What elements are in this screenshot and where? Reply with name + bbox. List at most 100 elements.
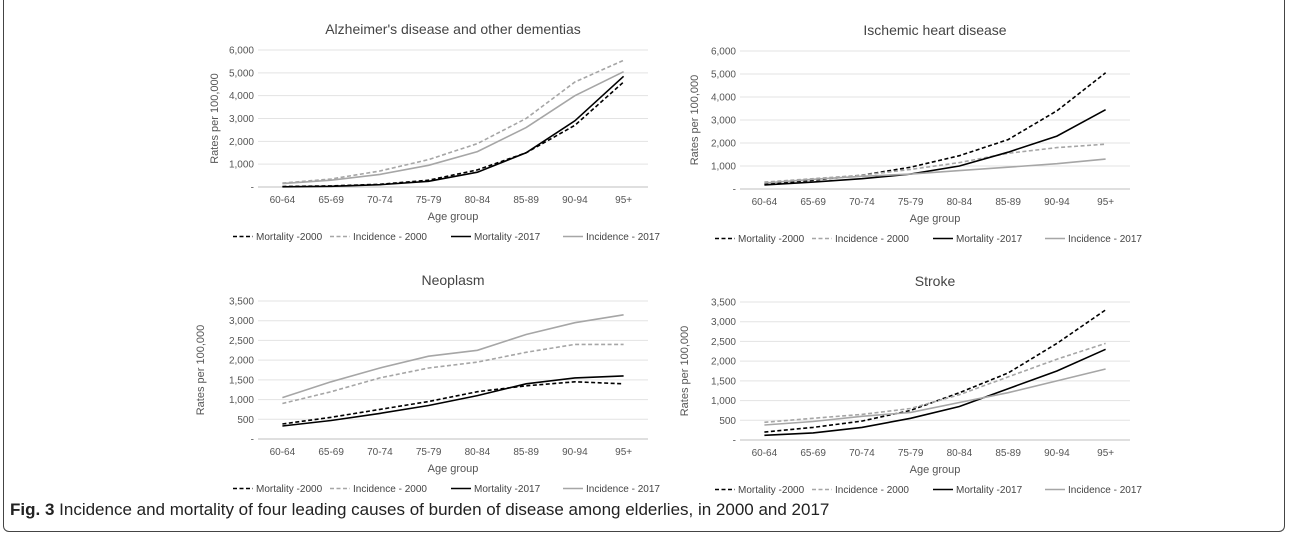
series-line-0 [282,380,624,425]
chart-panel-3: Stroke - 500 1,000 1,500 2,000 2,500 3,000 3,500… [679,273,1142,496]
x-tick-label: 60-64 [752,448,778,459]
legend-label: Incidence - 2017 [586,232,660,243]
y-axis-label: Rates per 100,000 [209,73,221,164]
x-tick-label: 90-94 [562,447,588,458]
x-tick-label: 75-79 [898,197,924,208]
x-axis-label: Age group [428,211,479,223]
x-tick-label: 95+ [615,195,632,206]
legend-label: Mortality -2017 [956,234,1023,245]
series-line-1 [764,143,1106,183]
y-tick-label: 3,500 [229,297,254,308]
y-tick-label: 1,500 [229,375,254,386]
x-tick-label: 70-74 [367,447,393,458]
y-axis-label: Rates per 100,000 [195,325,207,416]
series-line-0 [764,309,1107,433]
y-tick-label: 3,000 [711,116,736,127]
series-line-1 [282,343,624,405]
x-tick-label: 85-89 [995,448,1021,459]
legend-label: Incidence - 2017 [586,484,660,495]
series-line-2 [764,108,1106,186]
x-tick-label: 85-89 [513,195,539,206]
legend-label: Mortality -2017 [474,484,541,495]
legend-label: Incidence - 2000 [835,485,909,496]
y-tick-label: - [733,185,736,196]
figure-frame [3,0,1285,532]
legend-label: Incidence - 2017 [1068,234,1142,245]
x-tick-label: 65-69 [800,448,826,459]
y-tick-label: 500 [719,416,736,427]
x-axis-label: Age group [428,463,479,475]
x-tick-label: 70-74 [367,195,393,206]
y-tick-label: 4,000 [229,91,254,102]
chart-panel-2: Neoplasm - 500 1,000 1,500 2,000 2,500 3,000 3,5… [195,272,660,495]
y-tick-label: 2,500 [229,336,254,347]
x-tick-label: 90-94 [562,195,588,206]
x-tick-label: 80-84 [947,448,973,459]
x-tick-label: 85-89 [995,197,1021,208]
legend-label: Incidence - 2000 [835,234,909,245]
y-tick-label: 2,000 [229,356,254,367]
y-tick-label: 3,000 [711,317,736,328]
chart-panel-0: Alzheimer's disease and other dementias -… [209,21,660,243]
figure-caption: Fig. 3 Incidence and mortality of four l… [10,500,829,520]
x-tick-label: 90-94 [1044,448,1070,459]
x-tick-label: 95+ [1097,197,1114,208]
x-tick-label: 65-69 [800,197,826,208]
y-tick-label: 3,500 [711,298,736,309]
y-tick-label: 6,000 [711,47,736,58]
series-line-3 [282,314,624,399]
y-tick-label: 1,000 [711,162,736,173]
y-tick-label: 1,000 [229,160,254,171]
chart-title: Alzheimer's disease and other dementias [325,21,581,37]
x-tick-label: 80-84 [947,197,973,208]
legend-label: Incidence - 2000 [353,484,427,495]
y-tick-label: 2,000 [229,137,254,148]
caption-text: Incidence and mortality of four leading … [59,500,830,519]
y-tick-label: 5,000 [229,68,254,79]
y-tick-label: 1,000 [229,395,254,406]
y-tick-label: - [251,183,254,194]
y-axis-label: Rates per 100,000 [679,326,691,417]
y-tick-label: - [251,435,254,446]
y-tick-label: 4,000 [711,93,736,104]
series-line-2 [764,348,1106,437]
y-tick-label: 3,000 [229,114,254,125]
legend-label: Mortality -2000 [738,234,805,245]
x-axis-label: Age group [910,464,961,476]
chart-panel-1: Ischemic heart disease - 1,000 2,000 3,000 4,… [689,22,1142,245]
legend-label: Mortality -2000 [256,484,323,495]
series-line-2 [282,75,625,188]
series-line-2 [282,375,624,427]
y-tick-label: 5,000 [711,70,736,81]
legend-label: Mortality -2000 [738,485,805,496]
series-line-0 [282,81,625,188]
y-tick-label: 1,500 [711,376,736,387]
x-tick-label: 65-69 [318,447,344,458]
y-axis-label: Rates per 100,000 [689,75,701,166]
x-tick-label: 75-79 [416,447,442,458]
x-tick-label: 65-69 [318,195,344,206]
y-tick-label: 1,000 [711,396,736,407]
x-tick-label: 70-74 [849,197,875,208]
x-tick-label: 95+ [615,447,632,458]
x-tick-label: 85-89 [513,447,539,458]
y-tick-label: 500 [237,415,254,426]
chart-title: Ischemic heart disease [863,22,1006,38]
y-tick-label: 6,000 [229,46,254,57]
x-tick-label: 60-64 [270,447,296,458]
x-tick-label: 60-64 [752,197,778,208]
legend-label: Mortality -2017 [956,485,1023,496]
legend-label: Mortality -2000 [256,232,323,243]
y-tick-label: 3,000 [229,316,254,327]
series-line-3 [282,70,624,185]
x-tick-label: 90-94 [1044,197,1070,208]
x-tick-label: 95+ [1097,448,1114,459]
x-tick-label: 75-79 [416,195,442,206]
chart-title: Stroke [915,273,956,289]
y-tick-label: 2,000 [711,139,736,150]
chart-title: Neoplasm [421,272,484,288]
y-tick-label: - [733,436,736,447]
legend-label: Incidence - 2000 [353,232,427,243]
series-line-3 [764,158,1106,184]
y-tick-label: 2,000 [711,357,736,368]
